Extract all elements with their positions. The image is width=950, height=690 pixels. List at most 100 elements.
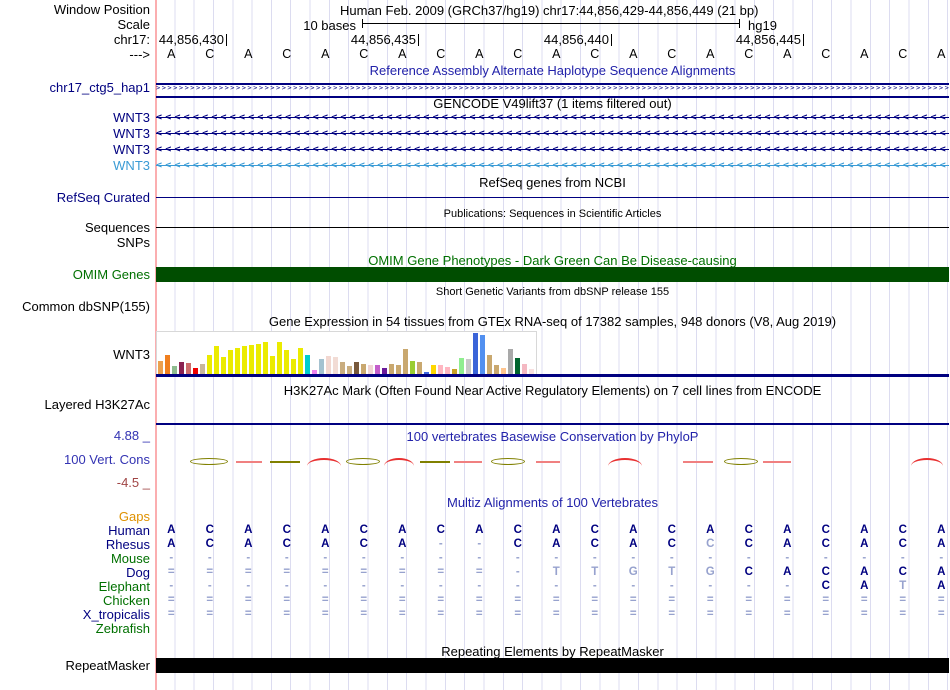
- track-title-dbsnp[interactable]: Short Genetic Variants from dbSNP releas…: [435, 286, 670, 298]
- alignment-cell: C: [359, 538, 368, 550]
- alignment-cell: -: [169, 580, 174, 592]
- track-label-common-dbsnp[interactable]: Common dbSNP(155): [22, 299, 150, 314]
- gene-label-wnt3[interactable]: WNT3: [113, 110, 150, 125]
- gtex-bar: [438, 365, 443, 374]
- repeatmasker-bar[interactable]: [156, 658, 949, 673]
- haplotype-chain-track[interactable]: >>>>>>>>>>>>>>>>>>>>>>>>>>>>>>>>>>>>>>>>…: [156, 83, 949, 98]
- alignment-cell: =: [937, 594, 945, 606]
- gene-row-wnt3[interactable]: <<<<<<<<<<<<<<<<<<<<<<<<<<<<<<<<<<<<<<<<…: [156, 159, 949, 172]
- phylop-mark-rarc: [911, 458, 943, 466]
- h3k27ac-line[interactable]: [156, 423, 949, 425]
- track-label-gtex-wnt3[interactable]: WNT3: [113, 347, 150, 362]
- alignment-cell: =: [860, 608, 868, 620]
- phylop-max-label: 4.88 _: [113, 428, 150, 443]
- track-label-snps[interactable]: SNPs: [116, 235, 150, 250]
- multiz-species-label-elephant[interactable]: Elephant: [98, 579, 150, 594]
- scale-genome-label: hg19: [748, 18, 777, 33]
- alignment-cell: G: [705, 566, 715, 578]
- alignment-cell: =: [552, 594, 560, 606]
- track-title-omim[interactable]: OMIM Gene Phenotypes - Dark Green Can Be…: [368, 253, 737, 268]
- track-title-h3k27ac[interactable]: H3K27Ac Mark (Often Found Near Active Re…: [283, 383, 822, 398]
- alignment-cell: =: [398, 566, 406, 578]
- alignment-cell: =: [398, 594, 406, 606]
- alignment-cell: C: [898, 538, 907, 550]
- alignment-cell: -: [438, 552, 443, 564]
- alignment-cell: -: [631, 580, 636, 592]
- multiz-species-label-x_tropicalis[interactable]: X_tropicalis: [82, 607, 150, 622]
- alignment-cell: -: [785, 580, 790, 592]
- track-title-phylop[interactable]: 100 vertebrates Basewise Conservation by…: [406, 429, 699, 444]
- gtex-bar: [410, 361, 415, 374]
- gene-row-wnt3[interactable]: <<<<<<<<<<<<<<<<<<<<<<<<<<<<<<<<<<<<<<<<…: [156, 143, 949, 156]
- gene-label-wnt3[interactable]: WNT3: [113, 126, 150, 141]
- gene-line: [156, 165, 949, 166]
- sequence-base: A: [860, 47, 869, 61]
- gtex-bar: [193, 368, 198, 374]
- multiz-species-label-dog[interactable]: Dog: [126, 565, 150, 580]
- track-title-publications[interactable]: Publications: Sequences in Scientific Ar…: [443, 208, 662, 220]
- multiz-species-label-mouse[interactable]: Mouse: [110, 551, 150, 566]
- multiz-species-label-gaps[interactable]: Gaps: [118, 509, 150, 524]
- track-title-gencode[interactable]: GENCODE V49lift37 (1 items filtered out): [433, 96, 672, 111]
- alignment-cell: -: [554, 552, 559, 564]
- ruler-tick: [226, 34, 227, 46]
- track-title-repeatmasker[interactable]: Repeating Elements by RepeatMasker: [441, 644, 664, 659]
- alignment-cell: C: [667, 538, 676, 550]
- gtex-bar: [466, 359, 471, 374]
- track-label-sequences[interactable]: Sequences: [84, 220, 150, 235]
- gtex-bar-chart[interactable]: [158, 333, 536, 374]
- track-label-omim-genes[interactable]: OMIM Genes: [72, 267, 150, 282]
- refseq-curated-line[interactable]: [156, 197, 949, 198]
- multiz-species-label-zebrafish[interactable]: Zebrafish: [95, 621, 150, 636]
- alignment-cell: =: [745, 608, 753, 620]
- track-label-refseq-curated[interactable]: RefSeq Curated: [56, 190, 150, 205]
- scale-bar: [362, 17, 740, 30]
- sequence-base: A: [167, 47, 176, 61]
- ruler-tick: [418, 34, 419, 46]
- alignment-cell: C: [205, 538, 214, 550]
- track-label-h3k27ac[interactable]: Layered H3K27Ac: [44, 397, 150, 412]
- gene-row-wnt3[interactable]: <<<<<<<<<<<<<<<<<<<<<<<<<<<<<<<<<<<<<<<<…: [156, 127, 949, 140]
- track-label-100-vert-cons[interactable]: 100 Vert. Cons: [64, 452, 150, 467]
- multiz-species-label-rhesus[interactable]: Rhesus: [105, 537, 150, 552]
- gene-label-wnt3[interactable]: WNT3: [113, 142, 150, 157]
- alignment-cell: -: [246, 552, 251, 564]
- alignment-cell: A: [244, 524, 253, 536]
- track-label-chr17-ctg5-hap1[interactable]: chr17_ctg5_hap1: [49, 80, 150, 95]
- alignment-cell: C: [744, 524, 753, 536]
- track-title-ref-assembly[interactable]: Reference Assembly Alternate Haplotype S…: [369, 63, 736, 78]
- track-title-multiz[interactable]: Multiz Alignments of 100 Vertebrates: [446, 495, 658, 510]
- alignment-cell: A: [167, 524, 176, 536]
- alignment-cell: =: [783, 608, 791, 620]
- alignment-cell: =: [514, 594, 522, 606]
- alignment-cell: -: [400, 552, 405, 564]
- track-title-gtex[interactable]: Gene Expression in 54 tissues from GTEx …: [268, 314, 837, 329]
- multiz-species-label-human[interactable]: Human: [108, 523, 150, 538]
- alignment-cell: A: [552, 538, 561, 550]
- alignment-cell: -: [207, 580, 212, 592]
- track-label-repeatmasker[interactable]: RepeatMasker: [65, 658, 150, 673]
- sequences-line[interactable]: [156, 227, 949, 228]
- alignment-cell: A: [244, 538, 253, 550]
- alignment-cell: A: [783, 524, 792, 536]
- gene-row-wnt3[interactable]: <<<<<<<<<<<<<<<<<<<<<<<<<<<<<<<<<<<<<<<<…: [156, 111, 949, 124]
- phylop-mark-oval: [724, 458, 758, 465]
- alignment-cell: C: [359, 524, 368, 536]
- gtex-bar: [158, 361, 163, 374]
- multiz-species-label-chicken[interactable]: Chicken: [103, 593, 150, 608]
- alignment-cell: -: [669, 580, 674, 592]
- phylop-mark-rline: [236, 461, 262, 463]
- alignment-cell: -: [592, 580, 597, 592]
- alignment-cell: -: [708, 580, 713, 592]
- gtex-bar: [277, 342, 282, 374]
- gene-label-wnt3[interactable]: WNT3: [113, 158, 150, 173]
- track-title-refseq[interactable]: RefSeq genes from NCBI: [479, 175, 626, 190]
- alignment-cell: =: [321, 566, 329, 578]
- alignment-cell: =: [206, 594, 214, 606]
- gtex-bar: [403, 349, 408, 374]
- omim-bar[interactable]: [156, 267, 949, 282]
- sequence-base: C: [744, 47, 754, 61]
- alignment-cell: =: [629, 608, 637, 620]
- alignment-cell: =: [899, 594, 907, 606]
